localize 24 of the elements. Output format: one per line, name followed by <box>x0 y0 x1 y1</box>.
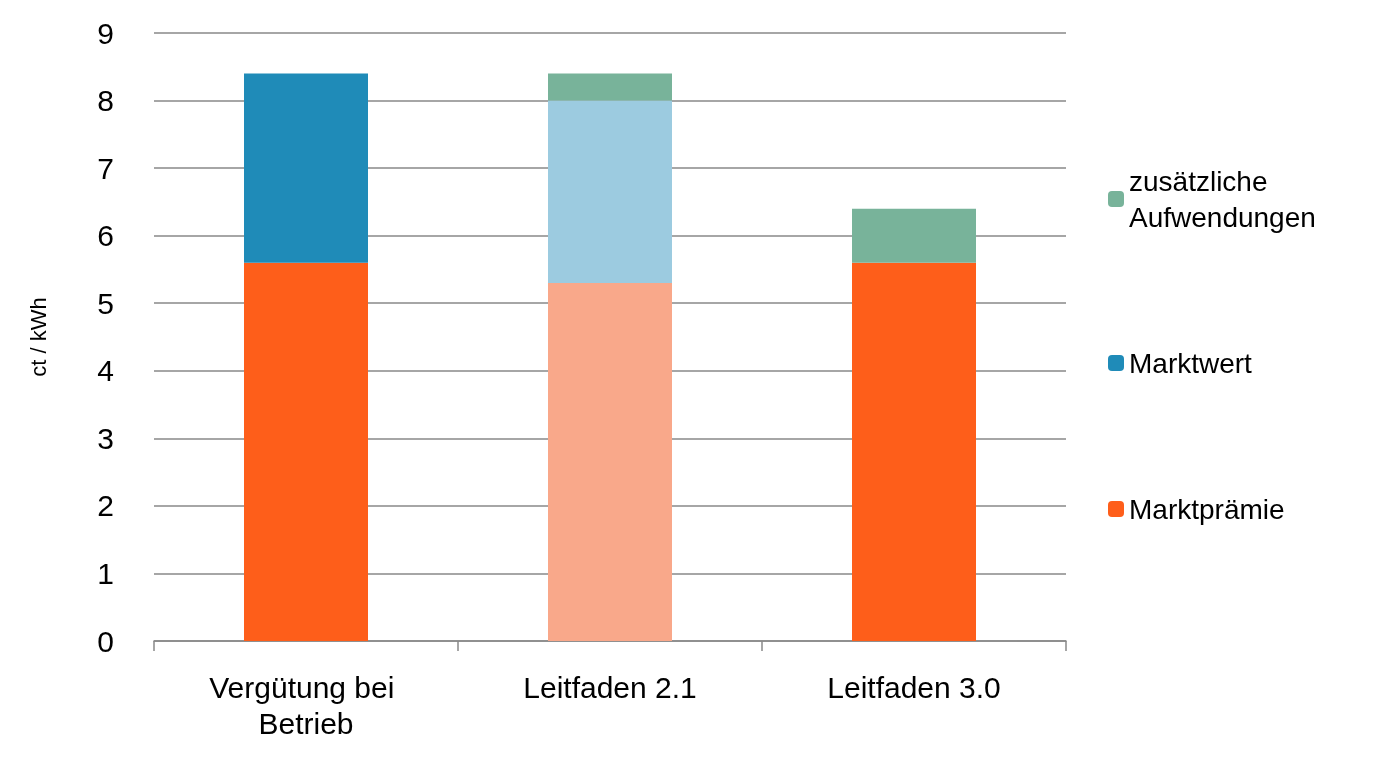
bar <box>548 100 672 283</box>
x-tick-label: Vergütung bei Betrieb <box>209 670 403 740</box>
y-tick-label: 8 <box>97 84 114 118</box>
y-tick-label: 4 <box>97 354 114 388</box>
bar <box>244 73 368 263</box>
y-tick-label: 7 <box>97 151 114 185</box>
y-tick-label: 5 <box>97 286 114 320</box>
y-tick-label: 1 <box>97 556 114 590</box>
bar <box>244 262 368 641</box>
y-tick-label: 3 <box>97 421 114 455</box>
bar <box>548 282 672 641</box>
bar <box>548 73 672 101</box>
y-tick-label: 9 <box>97 16 114 50</box>
bar <box>852 262 976 641</box>
bar <box>852 208 976 263</box>
y-tick-label: 2 <box>97 489 114 523</box>
x-tick-label: Leitfaden 3.0 <box>827 670 1001 704</box>
y-tick-label: 0 <box>97 624 114 658</box>
y-tick-label: 6 <box>97 219 114 253</box>
x-tick-label: Leitfaden 2.1 <box>523 670 697 704</box>
legend-label: Marktwert <box>1129 347 1253 379</box>
legend-label: Marktprämie <box>1129 493 1285 525</box>
y-axis-title: ct / kWh <box>25 297 51 377</box>
legend-label: zusätzliche Aufwendungen <box>1129 165 1316 233</box>
